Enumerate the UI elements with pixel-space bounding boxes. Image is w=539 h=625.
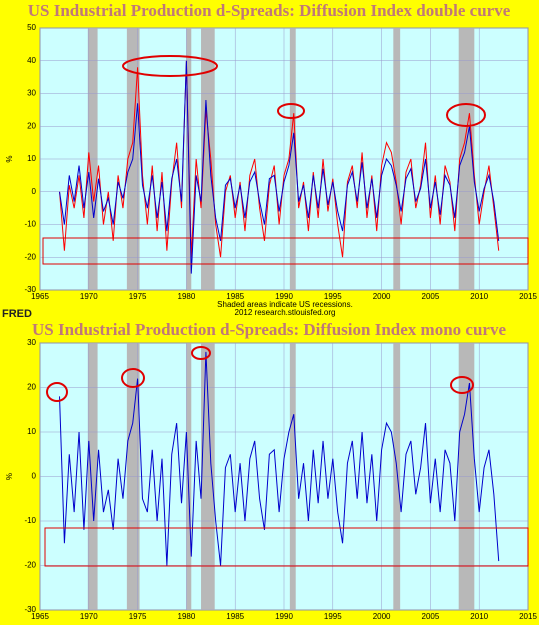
x-tick-label: 1990 bbox=[275, 292, 293, 301]
x-tick-label: 1990 bbox=[275, 612, 293, 621]
x-tick-label: 1985 bbox=[226, 612, 244, 621]
y-tick-label: 0 bbox=[32, 472, 37, 481]
y-tick-label: 10 bbox=[27, 427, 36, 436]
highlight-ellipse bbox=[446, 103, 486, 127]
chart-title: US Industrial Production d-Spreads: Diff… bbox=[28, 1, 511, 20]
y-tick-label: 20 bbox=[27, 121, 36, 130]
x-tick-label: 2000 bbox=[373, 292, 391, 301]
highlight-ellipse bbox=[122, 55, 218, 77]
highlight-box bbox=[42, 237, 529, 265]
y-axis-label: % bbox=[5, 473, 14, 480]
data-line bbox=[59, 60, 500, 274]
y-tick-label: -10 bbox=[24, 516, 36, 525]
x-tick-label: 1995 bbox=[324, 292, 342, 301]
x-tick-label: 1985 bbox=[226, 292, 244, 301]
x-tick-label: 2005 bbox=[422, 612, 440, 621]
x-tick-label: 1995 bbox=[324, 612, 342, 621]
y-tick-label: 50 bbox=[27, 23, 36, 32]
y-axis-label: % bbox=[5, 155, 14, 162]
x-tick-label: 1975 bbox=[129, 612, 147, 621]
x-tick-label: 1980 bbox=[178, 292, 196, 301]
fred-logo: FRED bbox=[2, 308, 32, 320]
source-note: 2012 research.stlouisfed.org bbox=[235, 308, 336, 317]
data-line bbox=[59, 60, 500, 258]
x-tick-label: 2010 bbox=[470, 612, 488, 621]
y-tick-label: 30 bbox=[27, 338, 36, 347]
source-note: Shaded areas indicate US recessions. bbox=[217, 300, 353, 309]
y-tick-label: 30 bbox=[27, 89, 36, 98]
x-tick-label: 2010 bbox=[470, 292, 488, 301]
x-tick-label: 1965 bbox=[31, 612, 49, 621]
y-tick-label: 10 bbox=[27, 154, 36, 163]
x-tick-label: 2015 bbox=[519, 292, 537, 301]
highlight-ellipse bbox=[191, 346, 211, 360]
data-line bbox=[59, 351, 500, 566]
x-tick-label: 1970 bbox=[80, 292, 98, 301]
y-tick-label: -20 bbox=[24, 561, 36, 570]
x-tick-label: 2015 bbox=[519, 612, 537, 621]
x-tick-label: 2000 bbox=[373, 612, 391, 621]
x-tick-label: 1970 bbox=[80, 612, 98, 621]
y-tick-label: 0 bbox=[32, 187, 37, 196]
highlight-ellipse bbox=[46, 382, 68, 402]
x-tick-label: 1980 bbox=[178, 612, 196, 621]
x-tick-label: 1965 bbox=[31, 292, 49, 301]
y-tick-label: 20 bbox=[27, 383, 36, 392]
x-tick-label: 1975 bbox=[129, 292, 147, 301]
y-tick-label: -30 bbox=[24, 605, 36, 614]
highlight-ellipse bbox=[450, 376, 474, 394]
chart-title: US Industrial Production d-Spreads: Diff… bbox=[32, 320, 506, 339]
highlight-ellipse bbox=[121, 368, 145, 388]
y-tick-label: -30 bbox=[24, 285, 36, 294]
y-tick-label: -10 bbox=[24, 220, 36, 229]
y-tick-label: 40 bbox=[27, 56, 36, 65]
y-tick-label: -20 bbox=[24, 252, 36, 261]
highlight-ellipse bbox=[277, 103, 305, 119]
x-tick-label: 2005 bbox=[422, 292, 440, 301]
annotations bbox=[42, 55, 529, 567]
highlight-box bbox=[44, 527, 529, 567]
